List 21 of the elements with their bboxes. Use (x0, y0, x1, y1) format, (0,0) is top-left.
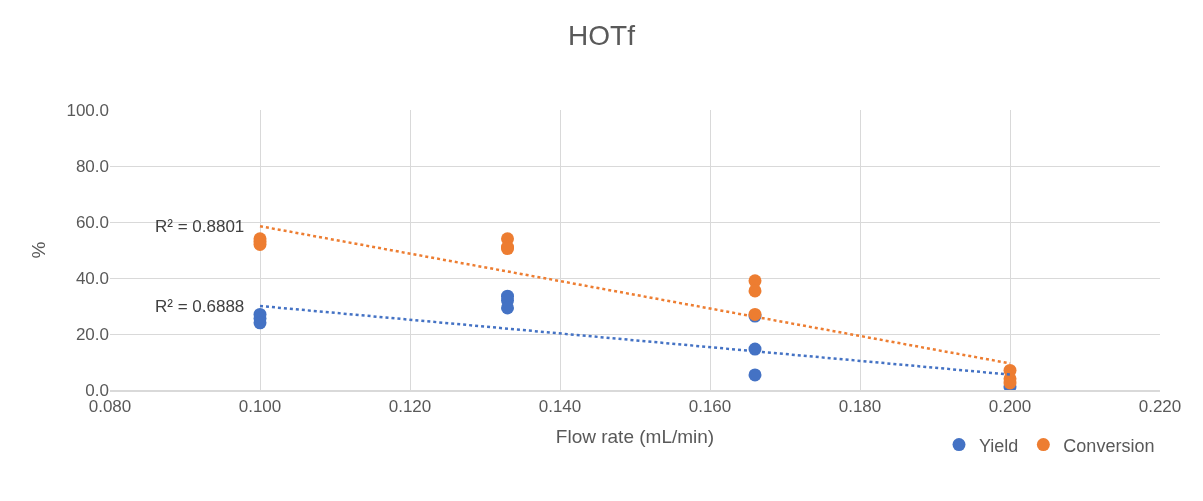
x-tick-label: 0.140 (538, 397, 582, 417)
y-axis-title: % (28, 241, 50, 259)
y-tick-label: 100.0 (66, 100, 109, 120)
x-tick-label: 0.220 (1138, 397, 1182, 417)
annotation: R² = 0.8801 (155, 217, 245, 236)
y-tick-label: 0.0 (85, 380, 109, 400)
legend-label: Yield (979, 435, 1019, 456)
y-tick-label: 80.0 (75, 156, 109, 176)
legend-label: Conversion (1063, 435, 1155, 456)
x-tick-label: 0.180 (838, 397, 882, 417)
x-tick-label: 0.080 (88, 397, 132, 417)
y-tick-label: 60.0 (75, 212, 109, 232)
y-tick-label: 20.0 (75, 324, 109, 344)
y-tick-label: 40.0 (75, 268, 109, 288)
x-tick-label: 0.200 (988, 397, 1032, 417)
x-tick-label: 0.160 (688, 397, 732, 417)
x-tick-label: 0.100 (238, 397, 282, 417)
chart-title: HOTf (568, 19, 636, 51)
x-axis-title: Flow rate (mL/min) (555, 426, 715, 448)
x-tick-label: 0.120 (388, 397, 432, 417)
annotation: R² = 0.6888 (155, 297, 245, 316)
